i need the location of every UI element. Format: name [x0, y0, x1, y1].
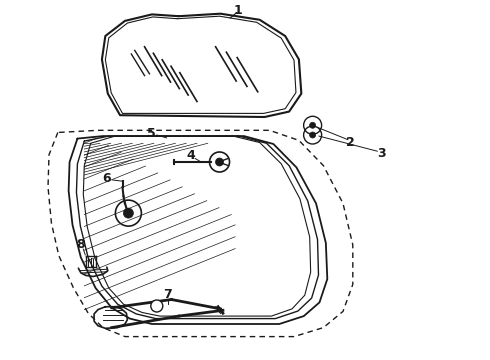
- Circle shape: [310, 132, 316, 138]
- Text: 2: 2: [346, 136, 355, 149]
- Circle shape: [123, 208, 133, 218]
- Circle shape: [151, 300, 163, 312]
- Text: 6: 6: [102, 172, 111, 185]
- Text: 8: 8: [76, 238, 85, 251]
- Circle shape: [216, 158, 223, 166]
- Text: 5: 5: [147, 127, 155, 140]
- Text: 7: 7: [163, 288, 172, 301]
- Text: 3: 3: [377, 147, 386, 159]
- Text: 1: 1: [233, 4, 242, 17]
- Text: 4: 4: [187, 149, 196, 162]
- Circle shape: [310, 122, 316, 128]
